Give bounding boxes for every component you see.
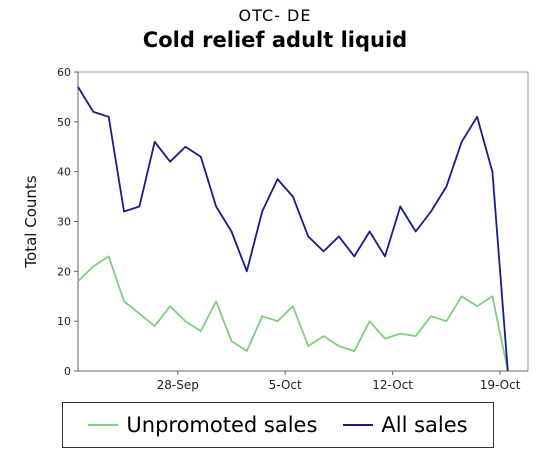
- legend-swatch-unpromoted: [88, 424, 119, 426]
- series-layer: [77, 86, 509, 372]
- legend-swatch-all-sales: [343, 424, 374, 426]
- x-tick-label: 19-Oct: [480, 378, 521, 392]
- legend-label-unpromoted: Unpromoted sales: [126, 413, 318, 437]
- legend-item-unpromoted: Unpromoted sales: [88, 413, 317, 437]
- legend-item-all-sales: All sales: [343, 413, 468, 437]
- series-line-all-sales: [77, 86, 509, 372]
- y-tick-label: 0: [64, 365, 71, 378]
- y-tick-label: 10: [57, 315, 71, 328]
- legend: Unpromoted sales All sales: [62, 402, 494, 448]
- y-tick-label: 50: [57, 116, 71, 129]
- x-tick-label: 12-Oct: [372, 378, 413, 392]
- legend-label-all-sales: All sales: [381, 413, 468, 437]
- y-tick-label: 60: [57, 66, 71, 79]
- chart-subtitle: OTC- DE: [238, 6, 312, 25]
- chart-title: Cold relief adult liquid: [142, 28, 408, 52]
- y-tick-label: 20: [57, 265, 71, 278]
- y-tick-label: 30: [57, 216, 71, 229]
- series-line-unpromoted-sales: [77, 255, 509, 372]
- x-tick-label: 28-Sep: [157, 378, 199, 392]
- x-tick-label: 5-Oct: [269, 378, 302, 392]
- y-axis-label: Total Counts: [22, 175, 40, 268]
- axes: 0 10 20 30 40 50 60 28-Sep 5-Oct 12-Oct 19-Oct: [57, 66, 528, 392]
- y-tick-label: 40: [57, 166, 71, 179]
